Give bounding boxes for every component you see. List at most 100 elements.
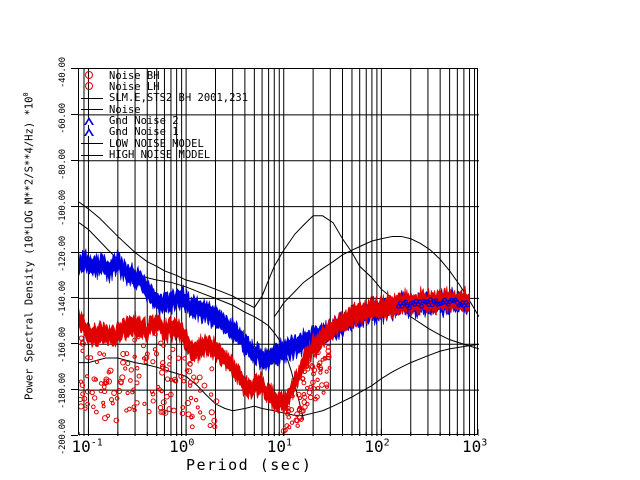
scatter-point	[285, 411, 291, 417]
scatter-point	[166, 406, 173, 412]
legend-item: SLM.E,STS2 BH 2001,231	[79, 92, 379, 104]
scatter-point	[158, 409, 164, 415]
scatter-point	[182, 356, 187, 361]
scatter-point	[315, 377, 320, 382]
y-tick-mark	[71, 68, 78, 69]
scatter-point	[209, 366, 215, 372]
x-tick-base: 10	[169, 437, 189, 456]
scatter-point	[80, 348, 85, 354]
scatter-point	[187, 361, 193, 367]
scatter-point	[168, 377, 174, 383]
scatter-point	[170, 346, 176, 352]
scatter-point	[124, 351, 130, 357]
scatter-point	[108, 397, 115, 403]
scatter-point	[91, 404, 96, 410]
scatter-point	[173, 378, 179, 384]
legend-item-label: HIGH NOISE MODEL	[109, 149, 211, 162]
scatter-point	[160, 365, 165, 370]
scatter-point	[311, 386, 317, 391]
legend-item: Noise BH	[79, 70, 379, 82]
scatter-point	[111, 390, 117, 396]
scatter-point	[134, 380, 140, 386]
scatter-point	[295, 423, 300, 428]
scatter-point	[179, 410, 186, 417]
legend-item: HIGH NOISE MODEL	[79, 149, 379, 162]
grid-lines	[79, 69, 479, 436]
x-tick-exponent: 3	[481, 437, 488, 449]
scatter-point	[318, 370, 323, 375]
legend-item: LOW NOISE MODEL	[79, 138, 379, 150]
scatter-point	[94, 359, 100, 365]
y-tick-label: -180.00	[58, 373, 68, 410]
scatter-point	[319, 382, 325, 388]
scatter-point	[91, 376, 97, 382]
legend-item: Noise	[79, 103, 379, 116]
scatter-point	[167, 362, 172, 367]
scatter-point	[195, 405, 200, 410]
scatter-point	[193, 378, 199, 384]
tail-markers	[396, 294, 471, 311]
scatter-point	[125, 390, 130, 396]
scatter-point	[301, 399, 308, 406]
scatter-point	[132, 354, 137, 359]
scatter-point	[208, 409, 215, 416]
scatter-point	[132, 337, 137, 343]
scatter-point	[317, 360, 323, 366]
scatter-point	[185, 411, 192, 418]
legend-line-marker-icon	[79, 138, 105, 149]
scatter-point	[200, 415, 206, 421]
scatter-point	[153, 351, 160, 357]
y-tick-label: -80.00	[58, 149, 68, 180]
scatter-point	[325, 353, 332, 360]
scatter-point	[305, 385, 310, 391]
x-axis-title: Period (sec)	[186, 456, 313, 474]
y-tick-label: -140.00	[58, 281, 68, 318]
scatter-point	[186, 368, 193, 375]
legend-circle-marker-icon	[79, 81, 105, 92]
scatter-point	[302, 394, 308, 400]
scatter-point	[284, 407, 289, 412]
y-tick-mark	[71, 205, 78, 207]
scatter-point	[79, 396, 83, 403]
scatter-point	[188, 395, 194, 401]
x-tick-base: 10	[266, 437, 286, 456]
scatter-point	[181, 378, 186, 384]
y-tick-mark	[71, 159, 78, 161]
y-axis-title: Power Spectral Density (10*LOG M**2/S**4…	[22, 92, 36, 400]
scatter-point	[211, 417, 218, 424]
axis-ticks	[79, 429, 479, 436]
y-tick-label: -200.00	[58, 419, 68, 455]
scatter-point	[305, 366, 311, 372]
y-tick-mark	[71, 343, 78, 345]
scatter-point	[120, 351, 127, 357]
legend-item-label: Noise	[109, 103, 141, 116]
scatter-point	[142, 401, 147, 407]
legend-item-label: Gnd Noise 1	[109, 126, 179, 139]
scatter-point	[92, 395, 98, 401]
scatter-point	[107, 367, 114, 374]
scatter-point	[320, 357, 325, 362]
scatter-point	[184, 400, 191, 407]
tail-marker	[419, 303, 425, 309]
y-tick-label: -100.00	[58, 189, 68, 226]
scatter-point	[146, 409, 152, 415]
scatter-point	[313, 396, 318, 402]
scatter-point	[93, 377, 98, 382]
scatter-point	[198, 410, 203, 415]
scatter-point	[131, 404, 137, 410]
scatter-point	[310, 379, 316, 386]
scatter-point	[140, 343, 147, 349]
scatter-point	[164, 393, 170, 400]
scatter-point	[287, 425, 292, 430]
scatter-point	[144, 351, 150, 357]
legend-item: Noise LH	[79, 81, 379, 93]
scatter-point	[309, 364, 316, 370]
y-tick-mark	[71, 113, 78, 115]
circle-icon	[85, 71, 93, 79]
legend-circle-marker-icon	[79, 70, 105, 81]
scatter-point	[315, 349, 321, 356]
x-tick-base: 10	[462, 437, 482, 456]
scatter-point	[307, 394, 314, 401]
scatter-point	[324, 369, 329, 374]
